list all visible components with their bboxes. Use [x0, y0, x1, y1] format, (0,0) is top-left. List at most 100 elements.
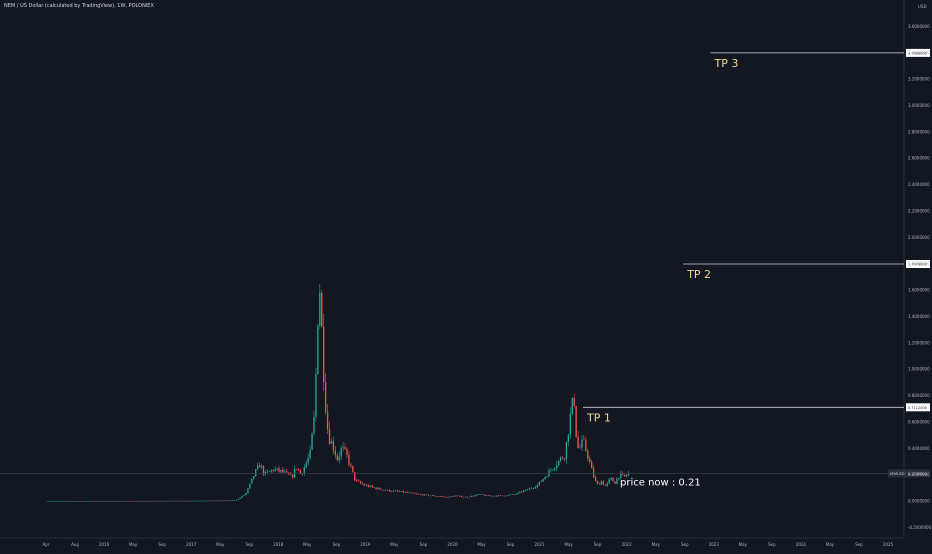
candle-body: [241, 495, 243, 498]
candle-body: [342, 447, 344, 449]
candle-body: [359, 481, 362, 484]
candle-body: [260, 466, 263, 468]
candle: [253, 476, 255, 481]
candle-body: [227, 500, 230, 502]
candle: [552, 469, 554, 472]
candle-body: [68, 501, 70, 502]
candle: [146, 500, 148, 502]
candle-body: [144, 500, 146, 502]
candle: [427, 494, 430, 496]
candle-body: [505, 495, 507, 497]
x-tick-label: May: [129, 542, 138, 547]
candle-body: [538, 481, 540, 486]
y-tick-label: 0.2000000: [908, 472, 930, 477]
candle: [620, 470, 622, 480]
candle-body: [185, 500, 187, 502]
candle: [381, 489, 383, 491]
candle-body: [573, 397, 575, 406]
candle: [49, 501, 51, 502]
candle-body: [49, 501, 51, 502]
candle: [293, 465, 296, 479]
candle-body: [431, 495, 434, 497]
candle-body: [435, 496, 438, 497]
candle-body: [346, 448, 348, 455]
candle-body: [266, 471, 269, 473]
candle-body: [383, 490, 385, 491]
candle: [563, 457, 566, 462]
target-badge: [906, 403, 930, 412]
candle: [350, 462, 352, 469]
x-tick-label: Sep: [507, 542, 515, 547]
candle: [559, 456, 562, 463]
candle: [223, 500, 226, 502]
candle-body: [328, 429, 331, 444]
candle: [488, 494, 490, 496]
candle: [175, 500, 177, 502]
candle: [544, 476, 546, 480]
candle-body: [220, 500, 222, 502]
candle-body: [295, 468, 298, 470]
candle-body: [305, 463, 307, 468]
candle: [486, 494, 488, 496]
y-tick-label: 2.0000000: [908, 235, 930, 240]
candle: [109, 500, 111, 502]
candle: [91, 500, 94, 502]
candle: [84, 501, 86, 502]
target-label: TP 1: [586, 411, 611, 424]
candle-body: [363, 484, 366, 486]
candle-body: [544, 477, 546, 480]
candle-body: [594, 476, 597, 482]
candle: [161, 500, 164, 502]
candle-body: [140, 500, 142, 502]
candle-body: [550, 470, 552, 471]
candle: [313, 410, 315, 437]
candle-body: [625, 475, 628, 477]
candle: [569, 407, 571, 439]
candle-body: [466, 496, 469, 498]
candle: [95, 500, 98, 502]
candle-body: [511, 494, 513, 495]
candle-body: [618, 478, 620, 479]
target-label: TP 3: [713, 57, 738, 70]
candle: [410, 492, 412, 494]
candle: [220, 500, 222, 502]
candle-body: [620, 473, 622, 479]
candle-body: [150, 500, 152, 502]
candle-body: [365, 485, 368, 486]
candle: [231, 500, 234, 501]
candle-body: [315, 373, 317, 417]
candle-body: [589, 458, 591, 462]
candle-body: [493, 495, 496, 497]
candle: [258, 462, 261, 468]
candle-body: [627, 472, 630, 476]
candle-body: [183, 500, 185, 502]
candle-body: [367, 485, 370, 487]
candle: [589, 455, 591, 465]
candle: [251, 478, 253, 484]
candle-body: [142, 500, 144, 502]
candle: [507, 494, 509, 496]
candle: [58, 501, 61, 502]
candle-body: [280, 469, 282, 472]
candle: [379, 487, 381, 490]
candle: [198, 500, 201, 502]
candle: [138, 500, 140, 502]
candle-body: [70, 501, 72, 502]
x-tick-label: 2021: [534, 542, 545, 547]
candle: [117, 500, 119, 502]
candle-body: [66, 501, 69, 502]
candle-body: [439, 496, 441, 498]
candle: [406, 491, 408, 493]
candle: [344, 443, 346, 451]
candle-body: [233, 500, 236, 501]
candle-body: [503, 495, 505, 497]
candle: [239, 497, 241, 500]
y-tick-label: 1.0000000: [908, 367, 930, 372]
candle: [262, 464, 265, 477]
candle: [282, 467, 284, 474]
candle: [159, 500, 162, 502]
candle-body: [546, 476, 548, 478]
candle-body: [319, 292, 321, 326]
candle-body: [392, 490, 395, 492]
